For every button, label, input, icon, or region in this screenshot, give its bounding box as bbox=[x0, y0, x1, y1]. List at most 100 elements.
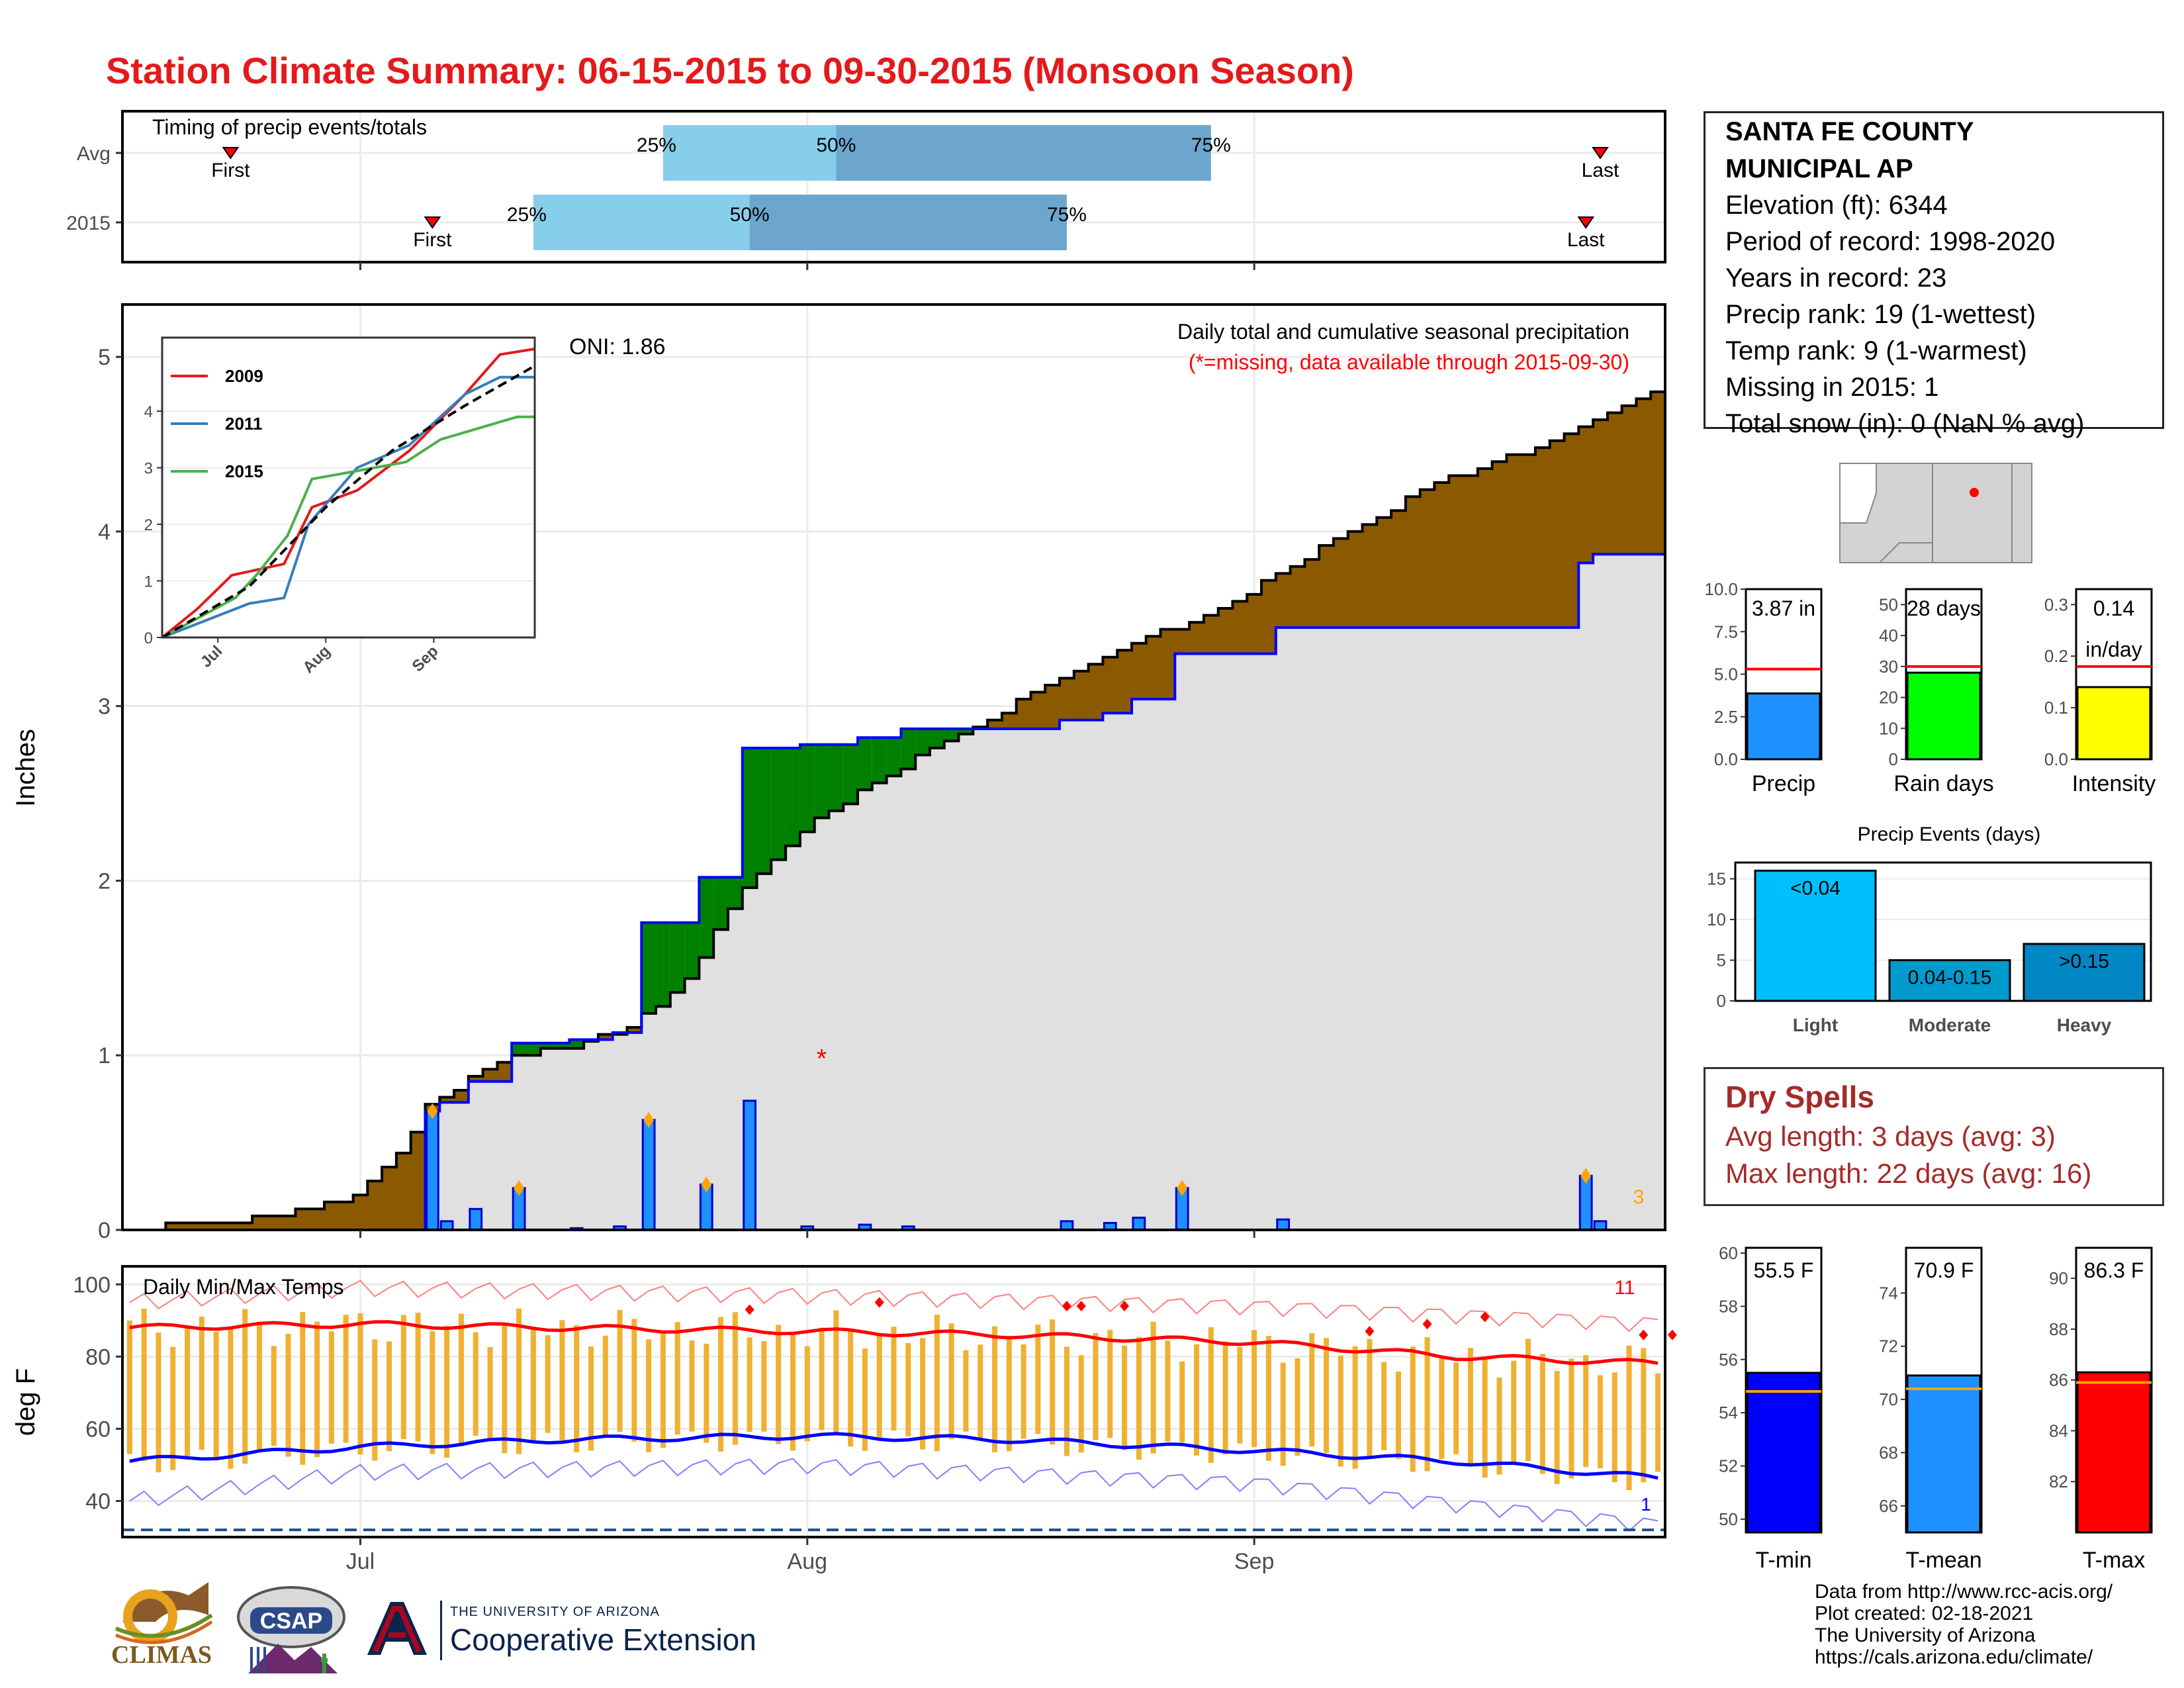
deficit-area bbox=[396, 1152, 412, 1230]
cumulative-observed-area bbox=[1651, 554, 1666, 1230]
daily-temp-bar bbox=[1237, 1347, 1243, 1444]
temp-gauge-label: T-max bbox=[2083, 1548, 2145, 1573]
deficit-area bbox=[1607, 412, 1623, 555]
cumulative-observed-area bbox=[1593, 554, 1608, 1230]
cumulative-observed-area bbox=[684, 922, 700, 1230]
daily-temp-bar bbox=[1554, 1371, 1560, 1484]
cumulative-observed-area bbox=[497, 1081, 512, 1230]
timing-first-label: First bbox=[413, 229, 452, 251]
gauge-ytick-label: 2.5 bbox=[1714, 707, 1738, 727]
daily-temp-bar bbox=[1280, 1362, 1286, 1466]
daily-temp-bar bbox=[242, 1309, 248, 1464]
temp-series-line bbox=[129, 1280, 1659, 1333]
daily-temp-bar bbox=[387, 1341, 392, 1452]
csap-logo-text: CSAP bbox=[260, 1609, 322, 1634]
daily-temp-bar bbox=[458, 1313, 464, 1446]
cumulative-observed-area bbox=[1420, 627, 1435, 1230]
deficit-area bbox=[1117, 650, 1132, 714]
cumulative-observed-area bbox=[569, 1039, 584, 1230]
cumulative-observed-area bbox=[1535, 627, 1551, 1230]
daily-temp-bar bbox=[1395, 1372, 1401, 1459]
record-high-marker bbox=[1422, 1319, 1432, 1330]
deficit-area bbox=[1535, 447, 1551, 628]
deficit-area bbox=[627, 1027, 642, 1033]
daily-temp-bar bbox=[415, 1313, 421, 1442]
temp-ytick-label: 100 bbox=[73, 1272, 111, 1297]
event-bar bbox=[2023, 943, 2146, 1002]
daily-temp-bar bbox=[819, 1327, 825, 1430]
deficit-area bbox=[1636, 399, 1651, 555]
cumulative-observed-area bbox=[1045, 728, 1060, 1230]
temp-gauge-value-bar bbox=[1746, 1372, 1821, 1534]
daily-precip-bar bbox=[743, 1100, 757, 1231]
cumulative-observed-area bbox=[786, 747, 801, 1230]
gauge-value-text: 3.87 in bbox=[1752, 596, 1815, 620]
gauge-ytick-label: 50 bbox=[1879, 594, 1898, 614]
deficit-area bbox=[324, 1201, 340, 1230]
daily-precip-bar bbox=[469, 1207, 483, 1231]
precip-ytick-label: 2 bbox=[98, 868, 111, 894]
temp-gauge-value-text: 55.5 F bbox=[1754, 1258, 1814, 1282]
daily-temp-bar bbox=[876, 1333, 882, 1440]
page-title: Station Climate Summary: 06-15-2015 to 0… bbox=[106, 50, 1354, 91]
daily-temp-bar bbox=[1324, 1338, 1330, 1453]
record-high-marker bbox=[1639, 1329, 1649, 1340]
daily-temp-bar bbox=[1035, 1324, 1041, 1434]
gauge-value-text: 0.14 bbox=[2093, 596, 2134, 620]
gauge-ytick-label: 0.0 bbox=[1714, 749, 1738, 769]
station-info-box: SANTA FE COUNTY MUNICIPAL AP Elevation (… bbox=[1704, 111, 2164, 438]
timing-last-marker bbox=[1577, 216, 1595, 229]
daily-precip-bar bbox=[1276, 1218, 1291, 1231]
temp-series-line bbox=[129, 1320, 1659, 1366]
dry-spells-heading: Dry Spells bbox=[1725, 1080, 1874, 1114]
deficit-area bbox=[295, 1209, 310, 1230]
temp-gauge-ytick-label: 68 bbox=[1879, 1442, 1898, 1462]
daily-temp-bar bbox=[1467, 1348, 1473, 1466]
deficit-area bbox=[1189, 622, 1205, 654]
timing-q25-label: 25% bbox=[637, 134, 676, 156]
inset-ytick-label: 1 bbox=[144, 573, 153, 591]
event-category-label: Heavy bbox=[2057, 1015, 2112, 1035]
csap-logo: CSAP bbox=[237, 1586, 345, 1673]
cumulative-observed-area bbox=[1261, 653, 1277, 1230]
gauge-value-bar bbox=[1746, 692, 1821, 761]
deficit-area bbox=[1175, 629, 1190, 654]
cumulative-observed-area bbox=[525, 1043, 541, 1230]
cumulative-observed-area bbox=[1073, 720, 1089, 1230]
timing-q25-label: 25% bbox=[507, 204, 547, 226]
timing-bar-q50-q75 bbox=[749, 195, 1067, 250]
deficit-area bbox=[1347, 531, 1363, 628]
cumulative-observed-area bbox=[1160, 699, 1175, 1230]
cumulative-observed-area bbox=[468, 1081, 484, 1230]
cumulative-observed-area bbox=[1607, 554, 1623, 1230]
deficit-area bbox=[180, 1223, 195, 1230]
cumulative-observed-area bbox=[901, 728, 916, 1230]
daily-temp-bar bbox=[1612, 1372, 1617, 1483]
deficit-area bbox=[1232, 601, 1248, 654]
daily-temp-bar bbox=[516, 1308, 522, 1454]
cumulative-observed-area bbox=[1636, 554, 1651, 1230]
cumulative-observed-area bbox=[929, 728, 945, 1230]
cumulative-observed-area bbox=[1232, 653, 1248, 1230]
daily-temp-bar bbox=[991, 1326, 997, 1452]
cumulative-observed-area bbox=[1434, 627, 1449, 1230]
cumulative-observed-area bbox=[1449, 627, 1464, 1230]
surplus-area bbox=[858, 737, 873, 790]
deficit-area bbox=[223, 1223, 238, 1230]
daily-temp-bar bbox=[372, 1339, 378, 1461]
cumulative-observed-area bbox=[843, 744, 858, 1230]
deficit-area bbox=[310, 1209, 325, 1230]
deficit-area bbox=[1549, 440, 1565, 628]
cumulative-observed-area bbox=[1088, 720, 1103, 1230]
temp-gauge-ytick-label: 50 bbox=[1719, 1509, 1738, 1529]
inset-series-line bbox=[161, 375, 535, 639]
precip-caption-missing: (*=missing, data available through 2015-… bbox=[1189, 350, 1629, 374]
record-high-marker bbox=[1365, 1326, 1375, 1337]
gauge-ytick-label: 30 bbox=[1879, 657, 1898, 677]
surplus-area bbox=[915, 728, 931, 755]
record-high-marker bbox=[1480, 1311, 1490, 1323]
daily-temp-bar bbox=[213, 1332, 219, 1459]
daily-temp-bar bbox=[1179, 1361, 1185, 1442]
cumulative-observed-area bbox=[771, 747, 786, 1230]
cumulative-avg-line bbox=[122, 390, 1665, 1231]
